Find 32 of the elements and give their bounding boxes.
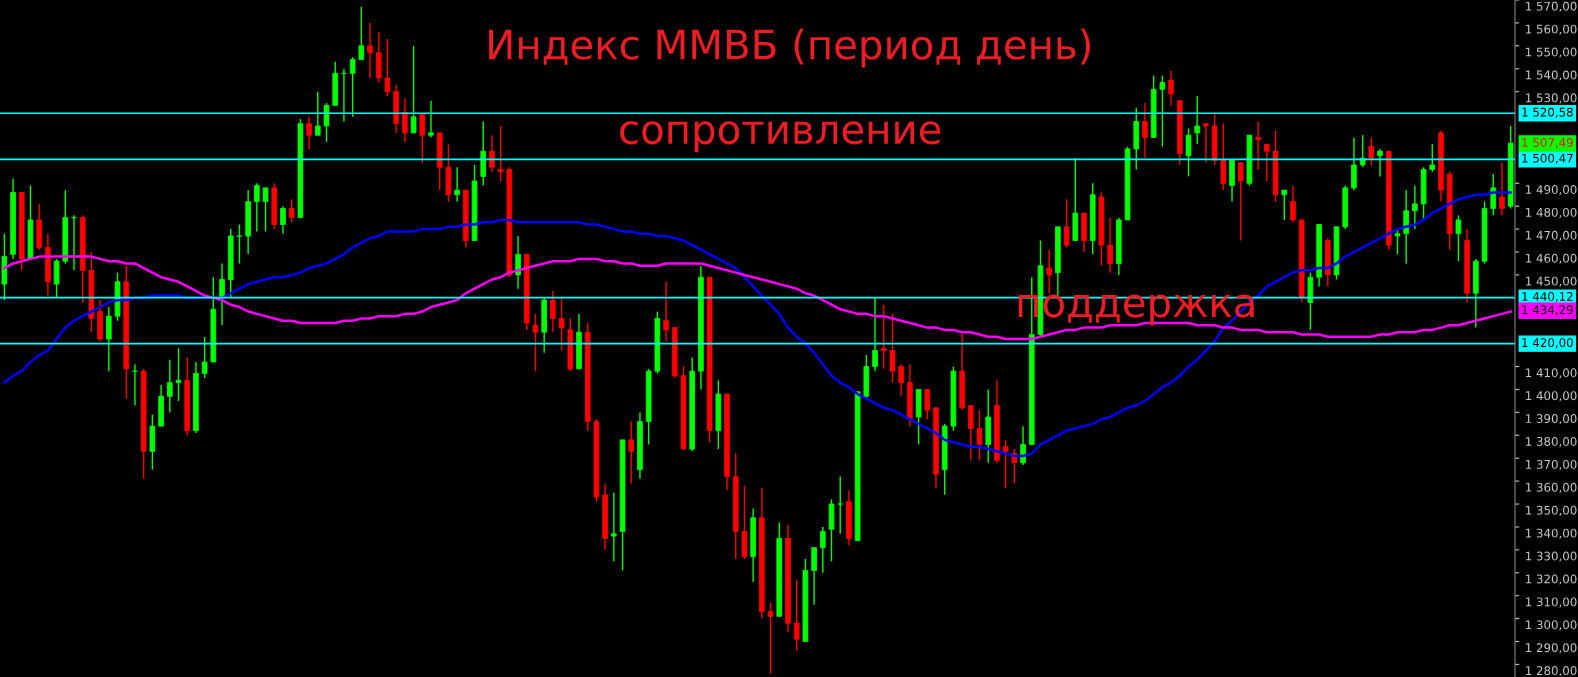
y-tick-label: 1 400,00 — [1526, 391, 1577, 402]
y-tick-label: 1 340,00 — [1526, 528, 1577, 539]
ref-line-label: 1 420,00 — [1522, 338, 1573, 349]
y-tick-label: 1 320,00 — [1526, 574, 1577, 585]
y-tick-label: 1 490,00 — [1526, 185, 1577, 196]
text: Индекс ММВБ (период день) — [489, 28, 1090, 68]
y-tick-label: 1 540,00 — [1526, 70, 1577, 81]
y-tick-label: 1 280,00 — [1526, 666, 1577, 677]
y-tick-label: 1 570,00 — [1526, 1, 1577, 12]
y-tick-label: 1 330,00 — [1526, 551, 1577, 562]
y-tick-label: 1 290,00 — [1526, 643, 1577, 654]
y-tick-label: 1 360,00 — [1526, 482, 1577, 493]
y-tick-label: 1 380,00 — [1526, 437, 1577, 448]
y-tick-label: 1 530,00 — [1526, 93, 1577, 104]
y-tick-label: 1 560,00 — [1526, 24, 1577, 35]
y-tick-label: 1 550,00 — [1526, 47, 1577, 58]
y-tick-label: 1 460,00 — [1526, 253, 1577, 264]
text: 1 507,49 — [1522, 138, 1573, 149]
y-tick-label: 1 350,00 — [1526, 505, 1577, 516]
y-tick-label: 1 300,00 — [1526, 620, 1577, 631]
ref-line-label: 1 500,47 — [1522, 153, 1573, 164]
y-tick-label: 1 410,00 — [1526, 368, 1577, 379]
y-tick-label: 1 370,00 — [1526, 459, 1577, 471]
text: 1 434,29 — [1522, 305, 1573, 316]
ref-line-label: 1 440,12 — [1522, 292, 1573, 303]
y-tick-label: 1 450,00 — [1526, 276, 1577, 287]
y-tick-label: 1 480,00 — [1526, 207, 1577, 219]
y-tick-label: 1 310,00 — [1526, 597, 1577, 608]
ref-line-label: 1 520,58 — [1522, 107, 1573, 118]
annotation: сопротивление — [620, 121, 941, 153]
y-tick-label: 1 470,00 — [1526, 230, 1577, 241]
y-tick-label: 1 390,00 — [1526, 414, 1577, 425]
